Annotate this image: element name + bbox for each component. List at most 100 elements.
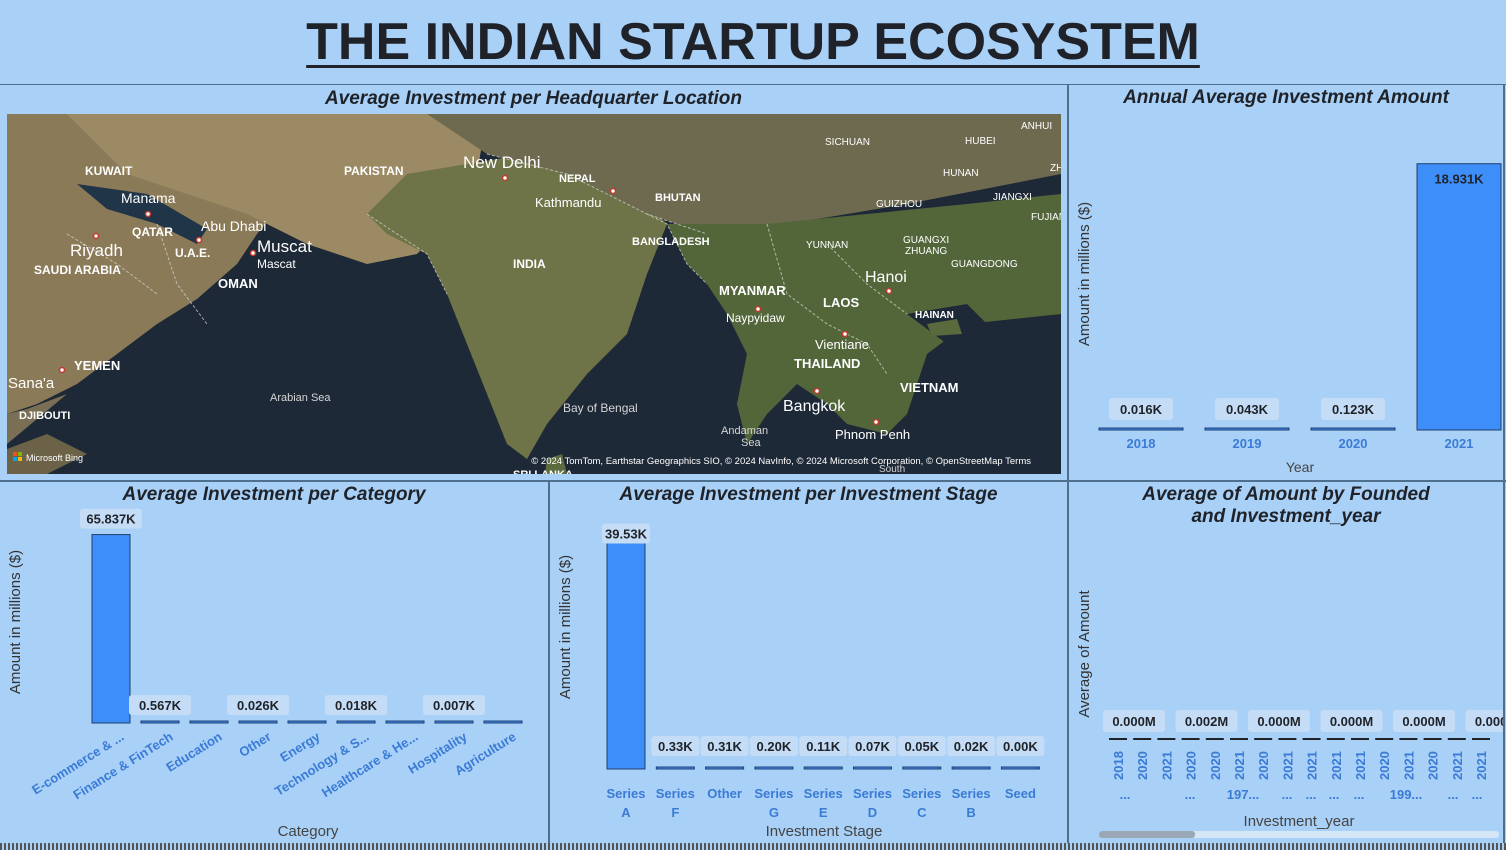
founded-chart[interactable]: Average of Amount 2018 2020 2021 2020 2020 202… — [1069, 482, 1503, 844]
founded-label-bg-2 — [1248, 710, 1310, 732]
category-bar-0[interactable] — [91, 534, 131, 724]
founded-bar-7[interactable] — [1278, 738, 1297, 740]
annual-data-label-3: 18.931K — [1434, 172, 1484, 187]
founded-bar-1[interactable] — [1133, 738, 1152, 740]
founded-group-label-3: ... — [1282, 787, 1293, 802]
founded-bar-11[interactable] — [1375, 738, 1394, 740]
founded-x-tick-12: 2021 — [1401, 751, 1416, 780]
label-guangxi: GUANGXI — [903, 235, 949, 246]
label-bay-of-bengal: Bay of Bengal — [563, 401, 638, 415]
stage-panel: Average Investment per Investment Stage … — [550, 482, 1067, 844]
label-oman: OMAN — [218, 276, 258, 291]
category-bar-2[interactable] — [189, 720, 229, 724]
stage-x-tick-0-line1: Series — [606, 786, 645, 801]
stage-bar-1[interactable] — [655, 766, 695, 770]
founded-bar-3[interactable] — [1181, 738, 1200, 740]
founded-x-tick-11: 2020 — [1377, 751, 1392, 780]
stage-bar-8[interactable] — [1000, 766, 1040, 770]
india-landmass — [367, 154, 667, 459]
stage-label-bg-2 — [700, 736, 749, 756]
label-hubei: HUBEI — [965, 136, 996, 147]
stage-bar-7[interactable] — [951, 766, 991, 770]
annual-x-tick-3: 2021 — [1445, 436, 1474, 451]
map-canvas[interactable]: KUWAIT Manama QATAR Abu Dhabi U.A.E. Riy… — [7, 114, 1061, 474]
africa-horn-landmass — [7, 434, 87, 474]
category-panel: Average Investment per Category Amount i… — [0, 482, 548, 844]
founded-x-tick-5: 2021 — [1232, 751, 1247, 780]
annual-bar-2019[interactable] — [1204, 427, 1290, 431]
founded-bar-13[interactable] — [1423, 738, 1442, 740]
stage-bar-5[interactable] — [853, 766, 892, 770]
country-borders — [66, 153, 908, 375]
page-bottom-border — [0, 843, 1506, 850]
founded-data-label-4: 0.000M — [1402, 714, 1445, 729]
founded-x-tick-15: 2021 — [1474, 751, 1489, 780]
stage-bar-2[interactable] — [705, 766, 745, 770]
founded-bar-8[interactable] — [1302, 738, 1321, 740]
founded-data-label-1: 0.002M — [1185, 714, 1228, 729]
founded-bar-14[interactable] — [1447, 738, 1466, 740]
stage-data-label-3: 0.20K — [757, 739, 792, 754]
founded-bar-10[interactable] — [1351, 738, 1369, 740]
founded-bar-6[interactable] — [1254, 738, 1273, 740]
label-yemen: YEMEN — [74, 358, 120, 373]
label-kuwait: KUWAIT — [85, 164, 133, 178]
annual-bar-2021[interactable] — [1416, 163, 1502, 431]
map-attribution[interactable]: © 2024 TomTom, Earthstar Geographics SIO… — [531, 456, 1031, 467]
founded-data-label-2: 0.000M — [1257, 714, 1300, 729]
hainan-landmass — [927, 319, 962, 336]
category-bar-6[interactable] — [385, 720, 425, 724]
category-bar-1[interactable] — [140, 720, 180, 724]
label-india: INDIA — [513, 257, 546, 271]
founded-bar-12[interactable] — [1399, 738, 1418, 740]
founded-bar-4[interactable] — [1205, 738, 1224, 740]
stage-label-bg-8 — [996, 736, 1045, 756]
annual-x-axis-label: Year — [1286, 459, 1315, 475]
stage-data-label-6: 0.05K — [904, 739, 939, 754]
category-bar-5[interactable] — [336, 720, 376, 724]
founded-group-label-1: ... — [1185, 787, 1196, 802]
stage-data-label-0: 39.53K — [605, 527, 648, 542]
label-mascat: Mascat — [257, 257, 296, 271]
annual-chart[interactable]: Amount in millions ($) 0.016K 2018 0.043K 20… — [1069, 84, 1503, 480]
annual-bar-2020[interactable] — [1310, 427, 1396, 431]
founded-bar-2[interactable] — [1157, 738, 1176, 740]
founded-bar-9[interactable] — [1326, 738, 1345, 740]
founded-bar-15[interactable] — [1472, 738, 1490, 740]
headquarter-map[interactable]: KUWAIT Manama QATAR Abu Dhabi U.A.E. Riy… — [7, 114, 1061, 474]
stage-data-label-8: 0.00K — [1003, 739, 1038, 754]
stage-data-label-5: 0.07K — [855, 739, 890, 754]
label-manama: Manama — [121, 190, 176, 206]
category-bar-7[interactable] — [434, 720, 474, 724]
founded-bar-0[interactable] — [1109, 738, 1127, 740]
label-laos: LAOS — [823, 295, 859, 310]
founded-y-axis-label: Average of Amount — [1076, 590, 1093, 718]
stage-bar-3[interactable] — [754, 766, 794, 770]
category-label-bg-3 — [227, 695, 289, 715]
founded-x-tick-4: 2020 — [1208, 751, 1223, 780]
stage-bar-4[interactable] — [803, 766, 843, 770]
label-sanaa: Sana'a — [8, 375, 55, 392]
stage-chart[interactable]: Amount in millions ($) 39.53K Series A 0.33K… — [550, 482, 1067, 844]
founded-scrollbar-track[interactable] — [1099, 831, 1499, 838]
founded-bar-5[interactable] — [1230, 738, 1248, 740]
label-vietnam: VIETNAM — [900, 380, 959, 395]
founded-scrollbar-thumb[interactable] — [1099, 831, 1195, 838]
label-zh: ZH — [1050, 163, 1061, 174]
founded-group-label-6: ... — [1354, 787, 1365, 802]
map-labels: KUWAIT Manama QATAR Abu Dhabi U.A.E. Riy… — [8, 121, 1061, 474]
category-chart[interactable]: Amount in millions ($)65.837KE-commerce … — [0, 482, 548, 844]
founded-x-tick-8: 2021 — [1305, 751, 1320, 780]
stage-bar-6[interactable] — [902, 766, 942, 770]
label-kathmandu: Kathmandu — [535, 195, 602, 210]
label-muscat: Muscat — [257, 237, 312, 256]
category-bar-8[interactable] — [483, 720, 523, 724]
category-bar-3[interactable] — [238, 720, 278, 724]
stage-x-tick-1-line1: Series — [656, 786, 695, 801]
stage-bar-0[interactable] — [606, 534, 646, 770]
annual-bar-2018[interactable] — [1098, 427, 1184, 431]
category-bar-4[interactable] — [287, 720, 327, 724]
label-vientiane: Vientiane — [815, 337, 869, 352]
stage-x-tick-1-line2: F — [671, 805, 679, 820]
annual-label-bg-0 — [1109, 398, 1173, 420]
